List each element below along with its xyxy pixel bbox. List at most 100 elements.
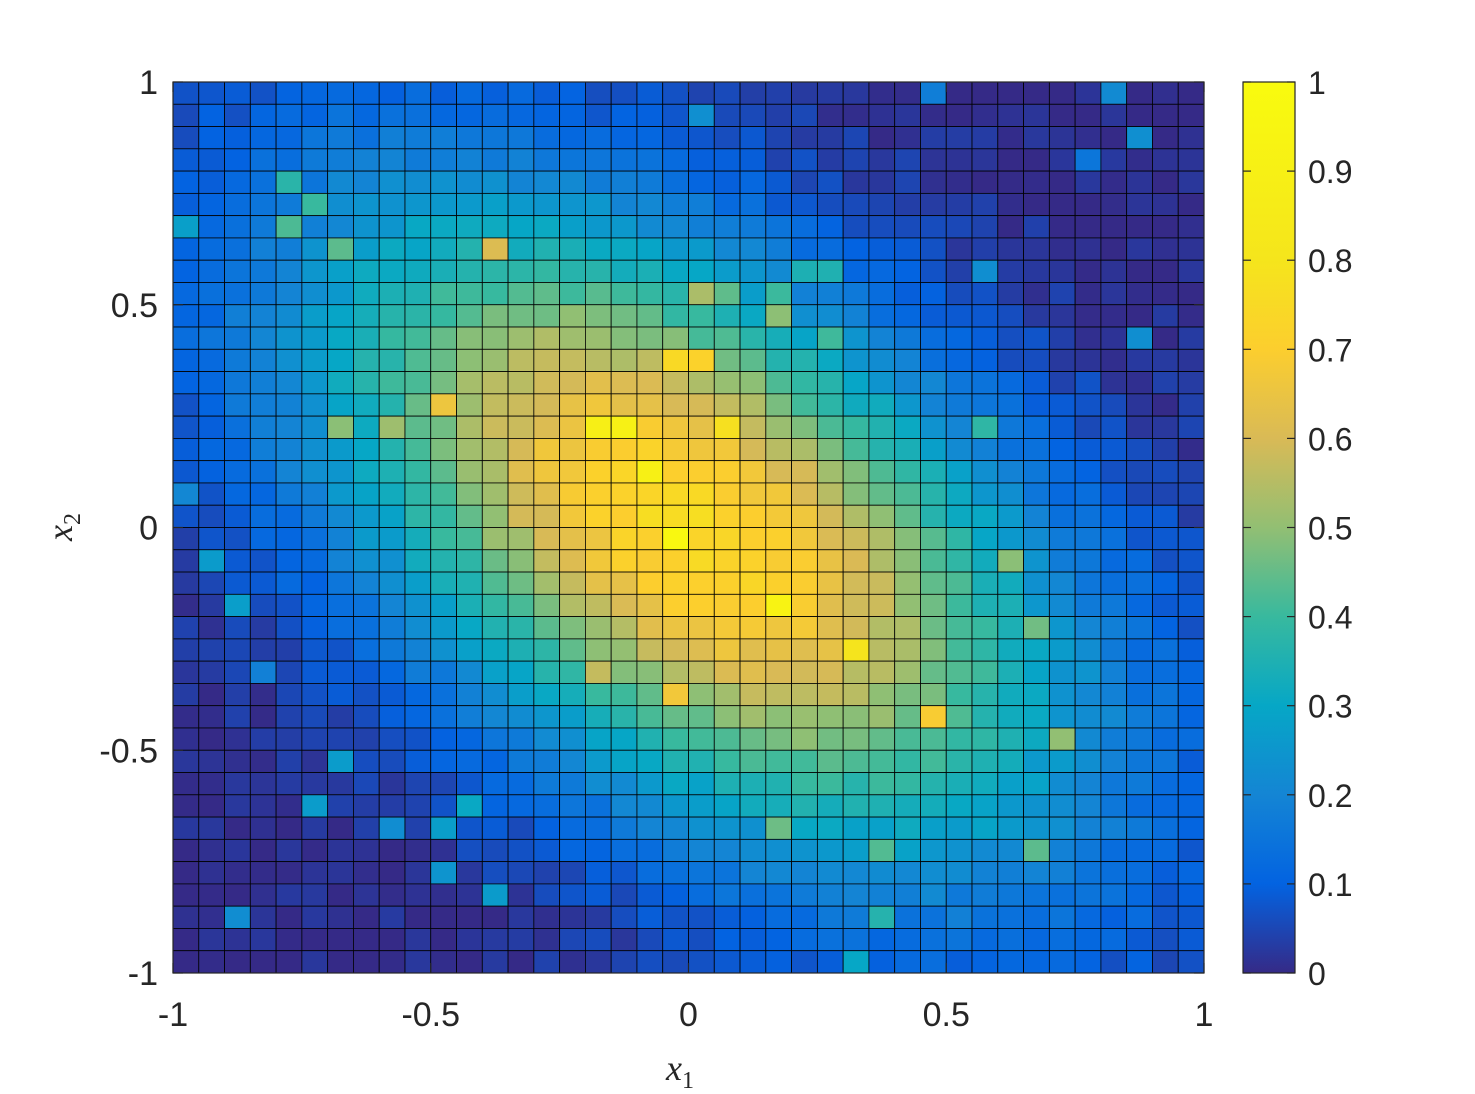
heatmap-cell (507, 326, 535, 350)
heatmap-cell (301, 437, 329, 462)
heatmap-cell (224, 616, 251, 640)
heatmap-cell (765, 593, 792, 617)
heatmap-cell (249, 460, 277, 484)
heatmap-cell (1100, 727, 1128, 751)
heatmap-cell (198, 593, 225, 617)
heatmap-cell (1100, 593, 1128, 617)
heatmap-cell (791, 571, 818, 595)
heatmap-cell (997, 816, 1024, 840)
heatmap-cell (353, 215, 380, 239)
heatmap-cell (636, 905, 664, 929)
heatmap-cell (404, 950, 432, 974)
heatmap-cell (662, 482, 689, 506)
heatmap-cell (585, 816, 612, 840)
heatmap-cell (533, 482, 561, 506)
heatmap-cell (662, 616, 689, 640)
heatmap-cell (301, 950, 329, 974)
heatmap-cell (172, 928, 200, 952)
heatmap-cell (378, 259, 406, 283)
heatmap-cell (585, 749, 612, 773)
x-tick-label: -1 (158, 996, 188, 1034)
heatmap-cell (353, 794, 380, 818)
heatmap-cell (997, 571, 1024, 595)
heatmap-cell (533, 838, 561, 863)
heatmap-cell (636, 928, 664, 952)
heatmap-cell (688, 81, 715, 105)
heatmap-cell (533, 549, 561, 573)
heatmap-cell (507, 772, 535, 796)
heatmap-cell (481, 148, 509, 172)
heatmap-cell (791, 838, 818, 863)
heatmap-cell (1048, 705, 1076, 729)
heatmap-cell (533, 259, 561, 283)
heatmap-cell (816, 705, 844, 729)
heatmap-cell (894, 638, 921, 662)
heatmap-cell (945, 816, 973, 840)
heatmap-cell (172, 259, 200, 283)
heatmap-cell (275, 482, 303, 506)
heatmap-cell (1100, 861, 1128, 885)
heatmap-cell (1100, 259, 1128, 283)
heatmap-cell (1023, 772, 1050, 796)
heatmap-cell (765, 393, 792, 417)
heatmap-cell (1177, 393, 1205, 417)
heatmap-cell (1048, 348, 1076, 372)
heatmap-cell (842, 282, 870, 306)
heatmap-cell (353, 838, 380, 863)
heatmap-cell (378, 616, 406, 640)
heatmap-cell (713, 482, 741, 506)
heatmap-cell (224, 504, 251, 528)
heatmap-cell (610, 883, 638, 907)
heatmap-cell (275, 437, 303, 462)
heatmap-cell (688, 415, 715, 439)
heatmap-cell (662, 304, 689, 328)
heatmap-cell (1074, 527, 1102, 551)
heatmap-cell (1126, 81, 1153, 105)
heatmap-cell (559, 215, 586, 239)
heatmap-cell (739, 148, 767, 172)
heatmap-cell (765, 861, 792, 885)
heatmap-cell (945, 571, 973, 595)
heatmap-cell (249, 727, 277, 751)
heatmap-cell (404, 705, 432, 729)
heatmap-cell (533, 393, 561, 417)
heatmap-cell (1023, 905, 1050, 929)
heatmap-cell (353, 460, 380, 484)
heatmap-cell (533, 928, 561, 952)
heatmap-cell (481, 950, 509, 974)
heatmap-cell (249, 393, 277, 417)
heatmap-cell (275, 883, 303, 907)
heatmap-cell (275, 103, 303, 127)
heatmap-cell (275, 772, 303, 796)
heatmap-cell (894, 259, 921, 283)
heatmap-cell (585, 861, 612, 885)
heatmap-cell (404, 81, 432, 105)
heatmap-cell (559, 282, 586, 306)
heatmap-cell (507, 282, 535, 306)
heatmap-cell (894, 593, 921, 617)
heatmap-cell (739, 571, 767, 595)
heatmap-cell (662, 460, 689, 484)
heatmap-cell (688, 861, 715, 885)
heatmap-cell (378, 482, 406, 506)
heatmap-cell (481, 549, 509, 573)
heatmap-cell (1152, 81, 1179, 105)
heatmap-cell (481, 393, 509, 417)
heatmap-cell (1074, 259, 1102, 283)
heatmap-cell (275, 237, 303, 261)
heatmap-cell (198, 571, 225, 595)
heatmap-cell (559, 415, 586, 439)
heatmap-cell (894, 683, 921, 707)
heatmap-cell (249, 215, 277, 239)
heatmap-cell (1100, 816, 1128, 840)
heatmap-cell (739, 638, 767, 662)
heatmap-cell (1126, 282, 1153, 306)
heatmap-cell (559, 348, 586, 372)
heatmap-cell (713, 460, 741, 484)
heatmap-cell (971, 749, 999, 773)
heatmap-cell (198, 415, 225, 439)
heatmap-cell (404, 816, 432, 840)
heatmap-cell (224, 126, 251, 150)
heatmap-cell (481, 192, 509, 217)
heatmap-cell (430, 527, 457, 551)
